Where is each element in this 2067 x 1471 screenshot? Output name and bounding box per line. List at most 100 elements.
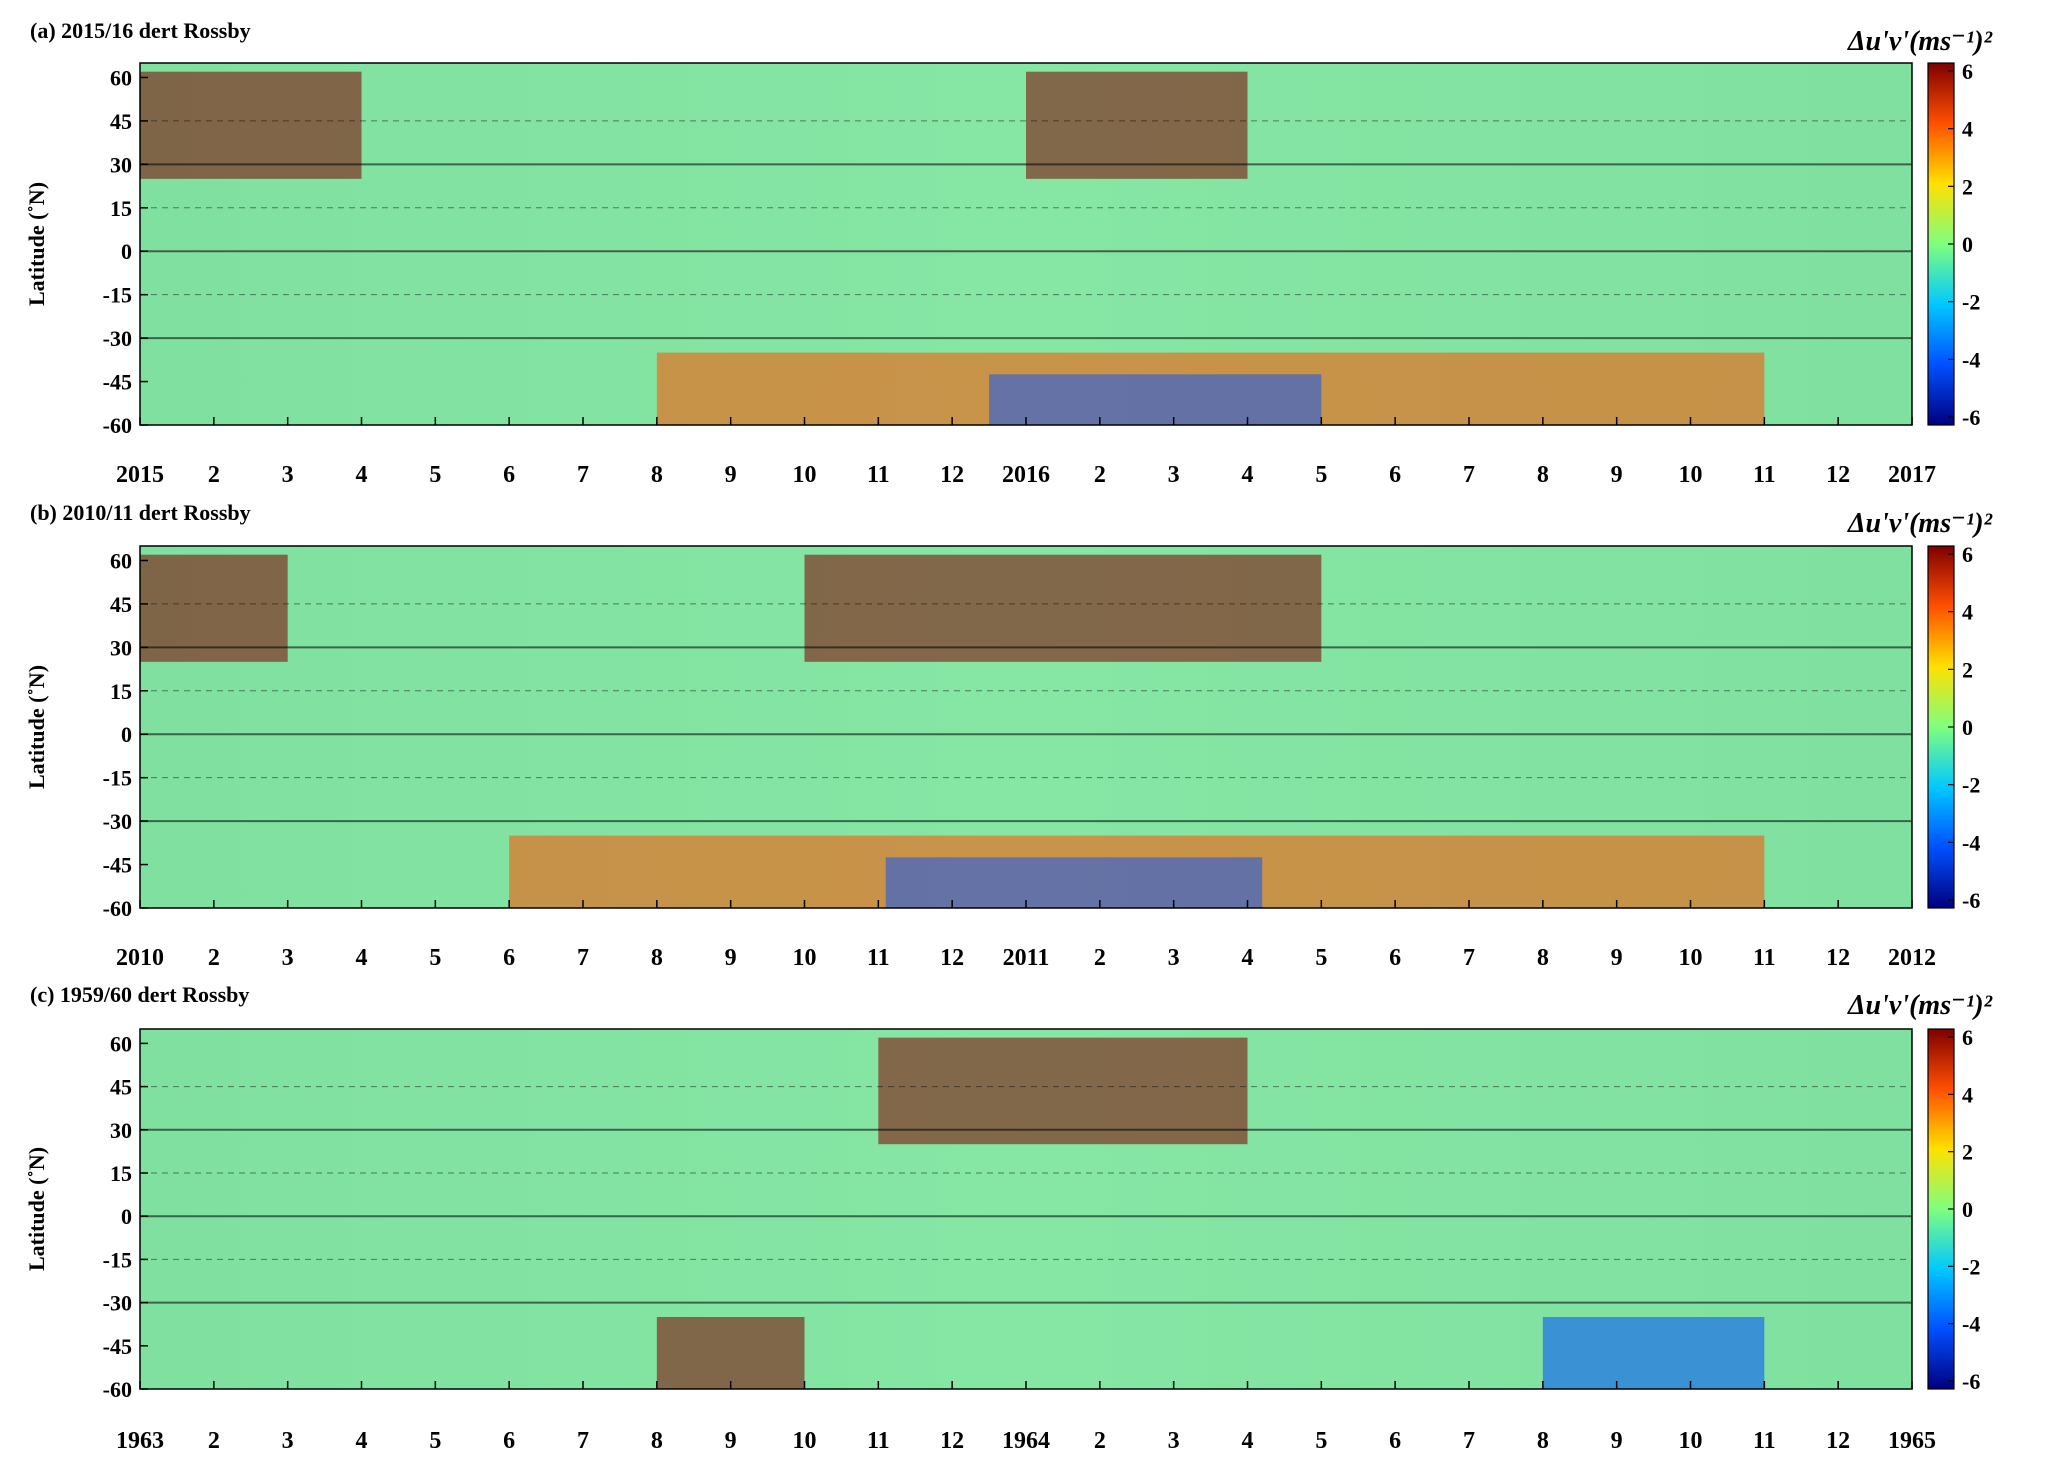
x-tick-label: 4 bbox=[1242, 462, 1254, 488]
y-tick-label: 45 bbox=[110, 592, 132, 617]
feature-region bbox=[1026, 71, 1248, 179]
x-tick-label: 4 bbox=[356, 462, 368, 488]
feature-region bbox=[989, 374, 1322, 425]
x-tick-label: 7 bbox=[577, 945, 589, 971]
colorbar-tick-label: 6 bbox=[1962, 59, 1973, 84]
x-tick-label: 11 bbox=[867, 945, 890, 971]
x-tick-label: 9 bbox=[1611, 462, 1623, 488]
y-tick-label: 45 bbox=[110, 109, 132, 134]
colorbar-tick-label: -6 bbox=[1962, 888, 1980, 913]
feature-region bbox=[885, 857, 1263, 908]
x-tick-label: 5 bbox=[1315, 1428, 1327, 1454]
x-tick-label: 5 bbox=[1315, 462, 1327, 488]
y-tick-label: 15 bbox=[110, 679, 132, 704]
y-tick-label: -30 bbox=[103, 1291, 132, 1316]
y-tick-label: -60 bbox=[103, 1377, 132, 1402]
x-tick-label: 9 bbox=[725, 1428, 737, 1454]
x-tick-label: 2010 bbox=[116, 945, 164, 971]
x-tick-label: 12 bbox=[940, 1428, 964, 1454]
y-tick-label: 45 bbox=[110, 1075, 132, 1100]
x-tick-label: 2 bbox=[208, 1428, 220, 1454]
x-tick-label: 10 bbox=[1679, 462, 1703, 488]
x-tick-label: 2 bbox=[208, 945, 220, 971]
x-tick-label: 3 bbox=[282, 945, 294, 971]
y-axis-label: Latitude (˚N) bbox=[24, 182, 49, 306]
feature-region bbox=[878, 1037, 1248, 1145]
x-tick-label: 3 bbox=[1168, 1428, 1180, 1454]
y-tick-label: 30 bbox=[110, 635, 132, 660]
y-tick-label: -30 bbox=[103, 809, 132, 834]
colorbar-tick-label: -4 bbox=[1962, 830, 1980, 855]
x-tick-label: 5 bbox=[429, 1428, 441, 1454]
x-tick-label: 1965 bbox=[1888, 1428, 1936, 1454]
y-tick-label: -15 bbox=[103, 766, 132, 791]
y-axis-label: Latitude (˚N) bbox=[24, 665, 49, 789]
x-tick-label: 8 bbox=[1537, 1428, 1549, 1454]
y-tick-label: 0 bbox=[121, 239, 132, 264]
x-tick-label: 11 bbox=[1753, 945, 1776, 971]
x-tick-label: 6 bbox=[1389, 945, 1401, 971]
x-tick-label: 2011 bbox=[1003, 945, 1050, 971]
y-tick-label: 0 bbox=[121, 722, 132, 747]
x-tick-label: 5 bbox=[429, 462, 441, 488]
x-tick-label: 9 bbox=[1611, 945, 1623, 971]
colorbar-tick-label: -6 bbox=[1962, 405, 1980, 430]
y-tick-label: -15 bbox=[103, 1247, 132, 1272]
y-tick-label: 30 bbox=[110, 152, 132, 177]
x-tick-label: 10 bbox=[793, 1428, 817, 1454]
y-tick-label: -45 bbox=[103, 853, 132, 878]
y-tick-label: -60 bbox=[103, 413, 132, 438]
x-tick-label: 7 bbox=[1463, 1428, 1475, 1454]
x-tick-label: 6 bbox=[1389, 462, 1401, 488]
x-tick-label: 12 bbox=[940, 462, 964, 488]
y-tick-label: -15 bbox=[103, 283, 132, 308]
x-tick-label: 10 bbox=[793, 462, 817, 488]
colorbar-tick-label: -2 bbox=[1962, 290, 1980, 315]
y-tick-label: -45 bbox=[103, 1334, 132, 1359]
y-tick-label: 30 bbox=[110, 1118, 132, 1143]
x-tick-label: 4 bbox=[356, 1428, 368, 1454]
x-tick-label: 9 bbox=[1611, 1428, 1623, 1454]
feature-region bbox=[804, 554, 1322, 662]
feature-region bbox=[140, 554, 288, 662]
x-tick-label: 7 bbox=[577, 462, 589, 488]
x-tick-label: 8 bbox=[651, 462, 663, 488]
x-tick-label: 2 bbox=[1094, 1428, 1106, 1454]
x-tick-label: 6 bbox=[503, 462, 515, 488]
colorbar-tick-label: 0 bbox=[1962, 1197, 1973, 1222]
colorbar-tick-label: 2 bbox=[1962, 1140, 1973, 1165]
y-tick-label: -30 bbox=[103, 326, 132, 351]
panel-2: (b) 2010/11 dert Rossby604530150-15-30-4… bbox=[24, 500, 1993, 971]
x-tick-label: 10 bbox=[1679, 1428, 1703, 1454]
colorbar-tick-label: -4 bbox=[1962, 1312, 1980, 1337]
x-tick-label: 9 bbox=[725, 945, 737, 971]
colorbar-tick-label: 2 bbox=[1962, 657, 1973, 682]
y-tick-label: 60 bbox=[110, 548, 132, 573]
y-tick-label: 60 bbox=[110, 65, 132, 90]
x-tick-label: 3 bbox=[282, 462, 294, 488]
x-tick-label: 1964 bbox=[1002, 1428, 1050, 1454]
x-tick-label: 4 bbox=[1242, 945, 1254, 971]
x-tick-label: 3 bbox=[282, 1428, 294, 1454]
colorbar-tick-label: 4 bbox=[1962, 1082, 1973, 1107]
x-tick-label: 6 bbox=[503, 945, 515, 971]
colorbar-tick-label: 4 bbox=[1962, 600, 1973, 625]
x-tick-label: 10 bbox=[793, 945, 817, 971]
x-tick-label: 9 bbox=[725, 462, 737, 488]
y-tick-label: -60 bbox=[103, 896, 132, 921]
feature-region bbox=[1542, 1317, 1765, 1389]
x-tick-label: 2016 bbox=[1002, 462, 1050, 488]
x-tick-label: 6 bbox=[503, 1428, 515, 1454]
colorbar-label: Δu'v'(ms⁻¹)² bbox=[1847, 508, 1993, 539]
colorbar-tick-label: -2 bbox=[1962, 773, 1980, 798]
x-tick-label: 2 bbox=[1094, 462, 1106, 488]
panel-1: (a) 2015/16 dert Rossby604530150-15-30-4… bbox=[24, 18, 1993, 488]
feature-region bbox=[140, 71, 362, 179]
x-tick-label: 8 bbox=[1537, 462, 1549, 488]
panel-title: (c) 1959/60 dert Rossby bbox=[30, 982, 249, 1007]
x-tick-label: 2012 bbox=[1888, 945, 1936, 971]
colorbar-tick-label: -6 bbox=[1962, 1369, 1980, 1394]
colorbar-tick-label: -2 bbox=[1962, 1254, 1980, 1279]
panel-title: (a) 2015/16 dert Rossby bbox=[30, 18, 251, 43]
